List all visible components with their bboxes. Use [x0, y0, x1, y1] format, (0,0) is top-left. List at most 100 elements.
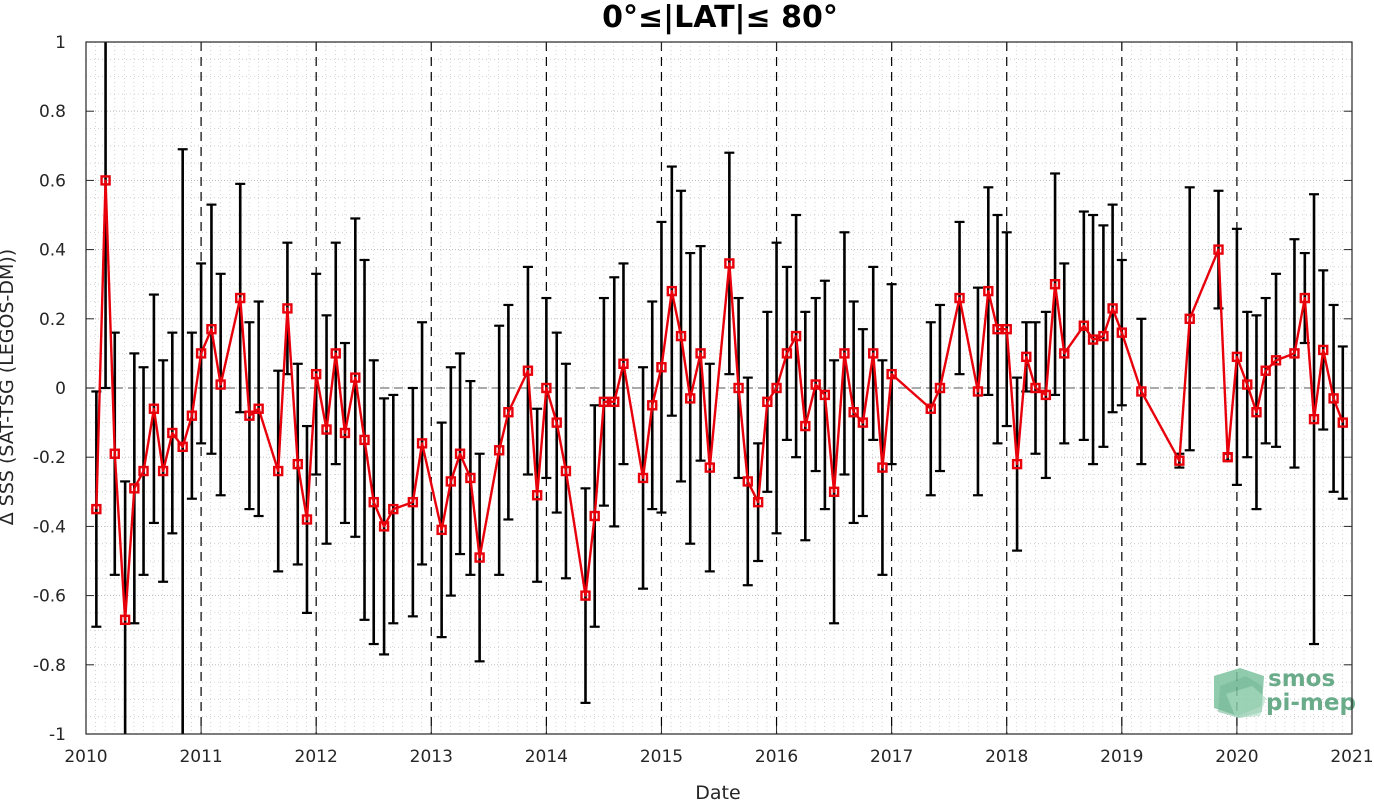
data-point-marker	[445, 476, 457, 487]
x-axis-label: Date	[695, 782, 740, 801]
data-point-marker	[762, 396, 773, 408]
data-point-marker	[618, 358, 629, 369]
x-tick-label: 2021	[1330, 747, 1373, 767]
data-point-marker	[148, 403, 160, 414]
data-point-marker	[589, 510, 600, 522]
data-point-marker	[972, 386, 984, 397]
data-point-marker	[828, 486, 840, 497]
data-points	[91, 175, 1348, 626]
data-point-marker	[1289, 348, 1300, 359]
data-point-marker	[282, 303, 293, 314]
data-point-marker	[877, 462, 888, 473]
x-tick-label: 2019	[1100, 747, 1143, 767]
data-point-marker	[1308, 413, 1320, 425]
data-point-marker	[100, 175, 111, 186]
data-point-marker	[1001, 323, 1012, 335]
data-point-marker	[109, 448, 120, 459]
data-point-marker	[339, 427, 351, 439]
data-point-marker	[215, 379, 226, 390]
data-point-marker	[742, 476, 753, 487]
y-tick-label: -1	[49, 725, 66, 745]
y-tick-label: 0.8	[39, 102, 66, 122]
series-line	[95, 179, 1344, 622]
data-point-marker	[1011, 458, 1023, 470]
data-point-marker	[560, 465, 572, 477]
data-point-marker	[1040, 389, 1052, 401]
data-point-marker	[244, 410, 255, 421]
data-point-marker	[454, 448, 466, 459]
smos-pi-mep-logo: smos pi-mep	[1214, 666, 1356, 718]
data-point-marker	[857, 417, 869, 428]
data-point-marker	[637, 472, 649, 484]
data-point-marker	[819, 389, 831, 401]
y-axis-label: Δ SSS (SAT-TSG (LEGOS-DM))	[0, 249, 18, 525]
data-point-marker	[695, 348, 706, 359]
data-point-marker	[119, 614, 131, 626]
data-point-marker	[1098, 330, 1109, 342]
data-point-marker	[1299, 292, 1311, 304]
data-point-marker	[551, 417, 562, 428]
data-point-marker	[580, 590, 591, 601]
data-point-marker	[934, 382, 946, 394]
data-point-marker	[800, 420, 811, 432]
data-point-marker	[839, 348, 850, 359]
x-tick-label: 2013	[410, 747, 453, 767]
data-point-marker	[138, 465, 149, 477]
data-point-marker	[1260, 365, 1271, 376]
y-tick-label: 0.4	[39, 241, 66, 261]
data-point-marker	[752, 496, 764, 508]
data-point-marker	[1021, 351, 1032, 363]
data-point-marker	[733, 382, 744, 394]
data-point-marker	[925, 403, 936, 414]
data-point-marker	[886, 368, 897, 380]
x-tick-label: 2011	[179, 747, 222, 767]
data-point-marker	[983, 285, 994, 297]
x-tick-label: 2018	[985, 747, 1028, 767]
series-polyline	[95, 179, 1344, 622]
data-point-marker	[195, 348, 207, 359]
data-point-marker	[474, 552, 485, 563]
data-point-marker	[771, 382, 782, 394]
y-tick-label: -0.2	[33, 448, 66, 468]
data-point-marker	[656, 362, 667, 373]
data-point-marker	[1251, 407, 1262, 418]
logo-mark	[1214, 668, 1266, 718]
data-point-marker	[503, 407, 514, 418]
data-point-marker	[436, 524, 447, 536]
data-point-marker	[292, 458, 303, 470]
data-point-marker	[206, 323, 217, 335]
data-point-marker	[253, 403, 264, 414]
y-tick-label: -0.8	[33, 656, 66, 676]
y-tick-label: -0.4	[33, 517, 66, 537]
data-point-marker	[378, 521, 390, 532]
data-point-marker	[350, 372, 361, 383]
data-point-marker	[666, 285, 678, 297]
y-tick-label: 0	[55, 379, 66, 399]
data-point-marker	[310, 368, 322, 380]
data-point-marker	[1337, 417, 1348, 428]
data-point-marker	[647, 400, 658, 411]
data-point-marker	[1318, 344, 1329, 356]
data-point-marker	[1059, 348, 1070, 359]
data-point-marker	[301, 514, 313, 525]
data-point-marker	[157, 465, 169, 477]
data-point-marker	[790, 330, 802, 342]
x-tick-label: 2017	[870, 747, 913, 767]
y-tick-labels: -1 -0.8 -0.6 -0.4 -0.2 0 0.2 0.4 0.6 0.8 1	[33, 33, 66, 745]
data-point-marker	[598, 396, 610, 408]
data-point-marker	[330, 348, 341, 359]
y-tick-label: 0.2	[39, 310, 66, 330]
data-point-marker	[1078, 320, 1090, 331]
data-point-marker	[531, 490, 543, 501]
data-point-marker	[1242, 379, 1253, 390]
data-point-marker	[1270, 355, 1282, 366]
x-tick-label: 2016	[755, 747, 798, 767]
data-point-marker	[1116, 327, 1128, 338]
data-point-marker	[359, 434, 370, 446]
data-point-marker	[609, 396, 620, 408]
data-point-marker	[848, 407, 859, 418]
y-tick-label: 1	[55, 33, 66, 53]
data-point-marker	[321, 424, 332, 435]
data-point-marker	[1328, 393, 1339, 404]
